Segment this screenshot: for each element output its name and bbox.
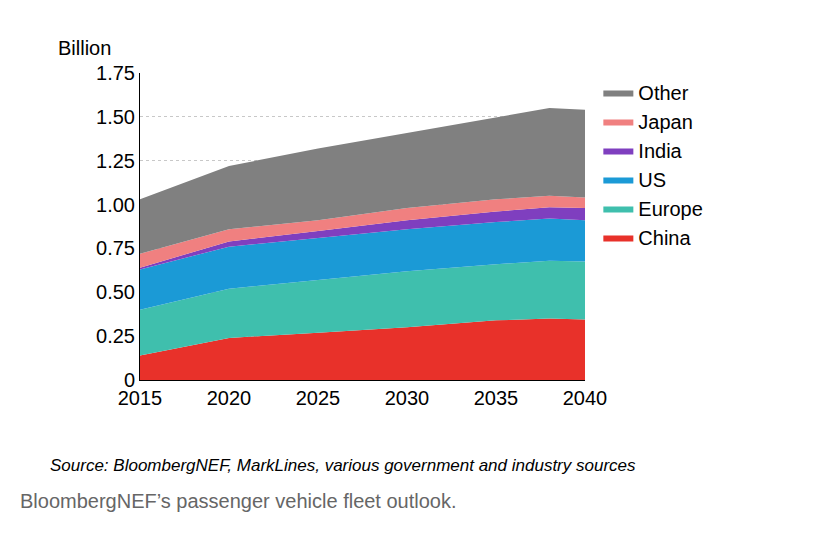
svg-text:2040: 2040 xyxy=(563,387,608,409)
svg-text:Japan: Japan xyxy=(638,111,693,133)
svg-text:1.25: 1.25 xyxy=(96,150,135,172)
svg-text:2015: 2015 xyxy=(118,387,163,409)
svg-text:1.00: 1.00 xyxy=(96,194,135,216)
svg-text:2030: 2030 xyxy=(385,387,430,409)
svg-text:Other: Other xyxy=(638,82,688,104)
svg-text:2025: 2025 xyxy=(296,387,341,409)
svg-text:1.75: 1.75 xyxy=(96,62,135,84)
svg-text:Billion: Billion xyxy=(58,37,111,59)
svg-text:0.75: 0.75 xyxy=(96,237,135,259)
svg-text:India: India xyxy=(638,140,682,162)
svg-text:0.25: 0.25 xyxy=(96,325,135,347)
svg-text:0.50: 0.50 xyxy=(96,281,135,303)
svg-text:China: China xyxy=(638,227,691,249)
html-text:Source: BloombergNEF, MarkLine: Source: BloombergNEF, MarkLines, various… xyxy=(50,456,636,475)
svg-text:2035: 2035 xyxy=(474,387,519,409)
svg-text:US: US xyxy=(638,169,666,191)
svg-text:1.50: 1.50 xyxy=(96,106,135,128)
svg-text:0: 0 xyxy=(124,369,135,391)
svg-text:2020: 2020 xyxy=(207,387,252,409)
html-text:BloombergNEF’s passenger vehic: BloombergNEF’s passenger vehicle fleet o… xyxy=(20,490,457,512)
svg-text:Europe: Europe xyxy=(638,198,703,220)
